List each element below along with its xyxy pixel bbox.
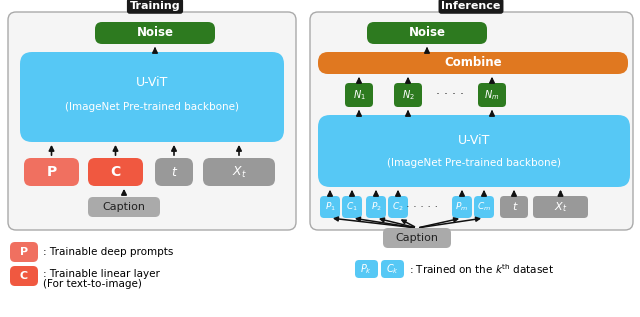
Text: $P_m$: $P_m$ (456, 201, 468, 213)
Text: t: t (172, 165, 177, 178)
FancyBboxPatch shape (383, 228, 451, 248)
FancyBboxPatch shape (24, 158, 79, 186)
Text: U-ViT: U-ViT (458, 133, 490, 146)
Text: P: P (20, 247, 28, 257)
Text: (ImageNet Pre-trained backbone): (ImageNet Pre-trained backbone) (387, 158, 561, 168)
FancyBboxPatch shape (345, 83, 373, 107)
FancyBboxPatch shape (355, 260, 378, 278)
FancyBboxPatch shape (88, 197, 160, 217)
Text: · · · · ·: · · · · · (406, 202, 438, 212)
Text: (For text-to-image): (For text-to-image) (43, 279, 142, 289)
Text: $C_m$: $C_m$ (477, 201, 491, 213)
Text: $N_m$: $N_m$ (484, 88, 500, 102)
FancyBboxPatch shape (366, 196, 386, 218)
Text: : Trainable deep prompts: : Trainable deep prompts (43, 247, 173, 257)
Text: U-ViT: U-ViT (136, 75, 168, 88)
Text: $P_k$: $P_k$ (360, 262, 372, 276)
FancyBboxPatch shape (20, 52, 284, 142)
FancyBboxPatch shape (88, 158, 143, 186)
Text: Noise: Noise (408, 27, 445, 40)
Text: $N_2$: $N_2$ (401, 88, 415, 102)
Text: · · · ·: · · · · (436, 88, 464, 101)
Text: : Trained on the $k^{\mathrm{th}}$ dataset: : Trained on the $k^{\mathrm{th}}$ datas… (409, 262, 554, 276)
Text: : Trainable linear layer: : Trainable linear layer (43, 269, 160, 279)
Text: $X_t$: $X_t$ (232, 165, 246, 179)
FancyBboxPatch shape (500, 196, 528, 218)
Text: t: t (512, 202, 516, 212)
FancyBboxPatch shape (10, 266, 38, 286)
FancyBboxPatch shape (474, 196, 494, 218)
Text: P: P (46, 165, 56, 179)
Text: Training: Training (130, 1, 180, 11)
Text: $X_t$: $X_t$ (554, 200, 567, 214)
FancyBboxPatch shape (388, 196, 408, 218)
FancyBboxPatch shape (203, 158, 275, 186)
FancyBboxPatch shape (394, 83, 422, 107)
FancyBboxPatch shape (342, 196, 362, 218)
FancyBboxPatch shape (155, 158, 193, 186)
Text: C: C (20, 271, 28, 281)
Text: Caption: Caption (396, 233, 438, 243)
Text: Inference: Inference (442, 1, 500, 11)
Text: $P_1$: $P_1$ (324, 201, 335, 213)
FancyBboxPatch shape (310, 12, 633, 230)
Text: (ImageNet Pre-trained backbone): (ImageNet Pre-trained backbone) (65, 102, 239, 112)
Text: $P_2$: $P_2$ (371, 201, 381, 213)
FancyBboxPatch shape (478, 83, 506, 107)
FancyBboxPatch shape (320, 196, 340, 218)
FancyBboxPatch shape (533, 196, 588, 218)
Text: Combine: Combine (444, 56, 502, 69)
Text: Caption: Caption (102, 202, 145, 212)
FancyBboxPatch shape (318, 115, 630, 187)
FancyBboxPatch shape (10, 242, 38, 262)
FancyBboxPatch shape (367, 22, 487, 44)
FancyBboxPatch shape (452, 196, 472, 218)
Text: $C_k$: $C_k$ (386, 262, 399, 276)
Text: Noise: Noise (136, 27, 173, 40)
Text: C: C (110, 165, 120, 179)
FancyBboxPatch shape (381, 260, 404, 278)
Text: $C_1$: $C_1$ (346, 201, 358, 213)
FancyBboxPatch shape (318, 52, 628, 74)
Text: $C_2$: $C_2$ (392, 201, 404, 213)
FancyBboxPatch shape (8, 12, 296, 230)
FancyBboxPatch shape (95, 22, 215, 44)
Text: $N_1$: $N_1$ (353, 88, 365, 102)
